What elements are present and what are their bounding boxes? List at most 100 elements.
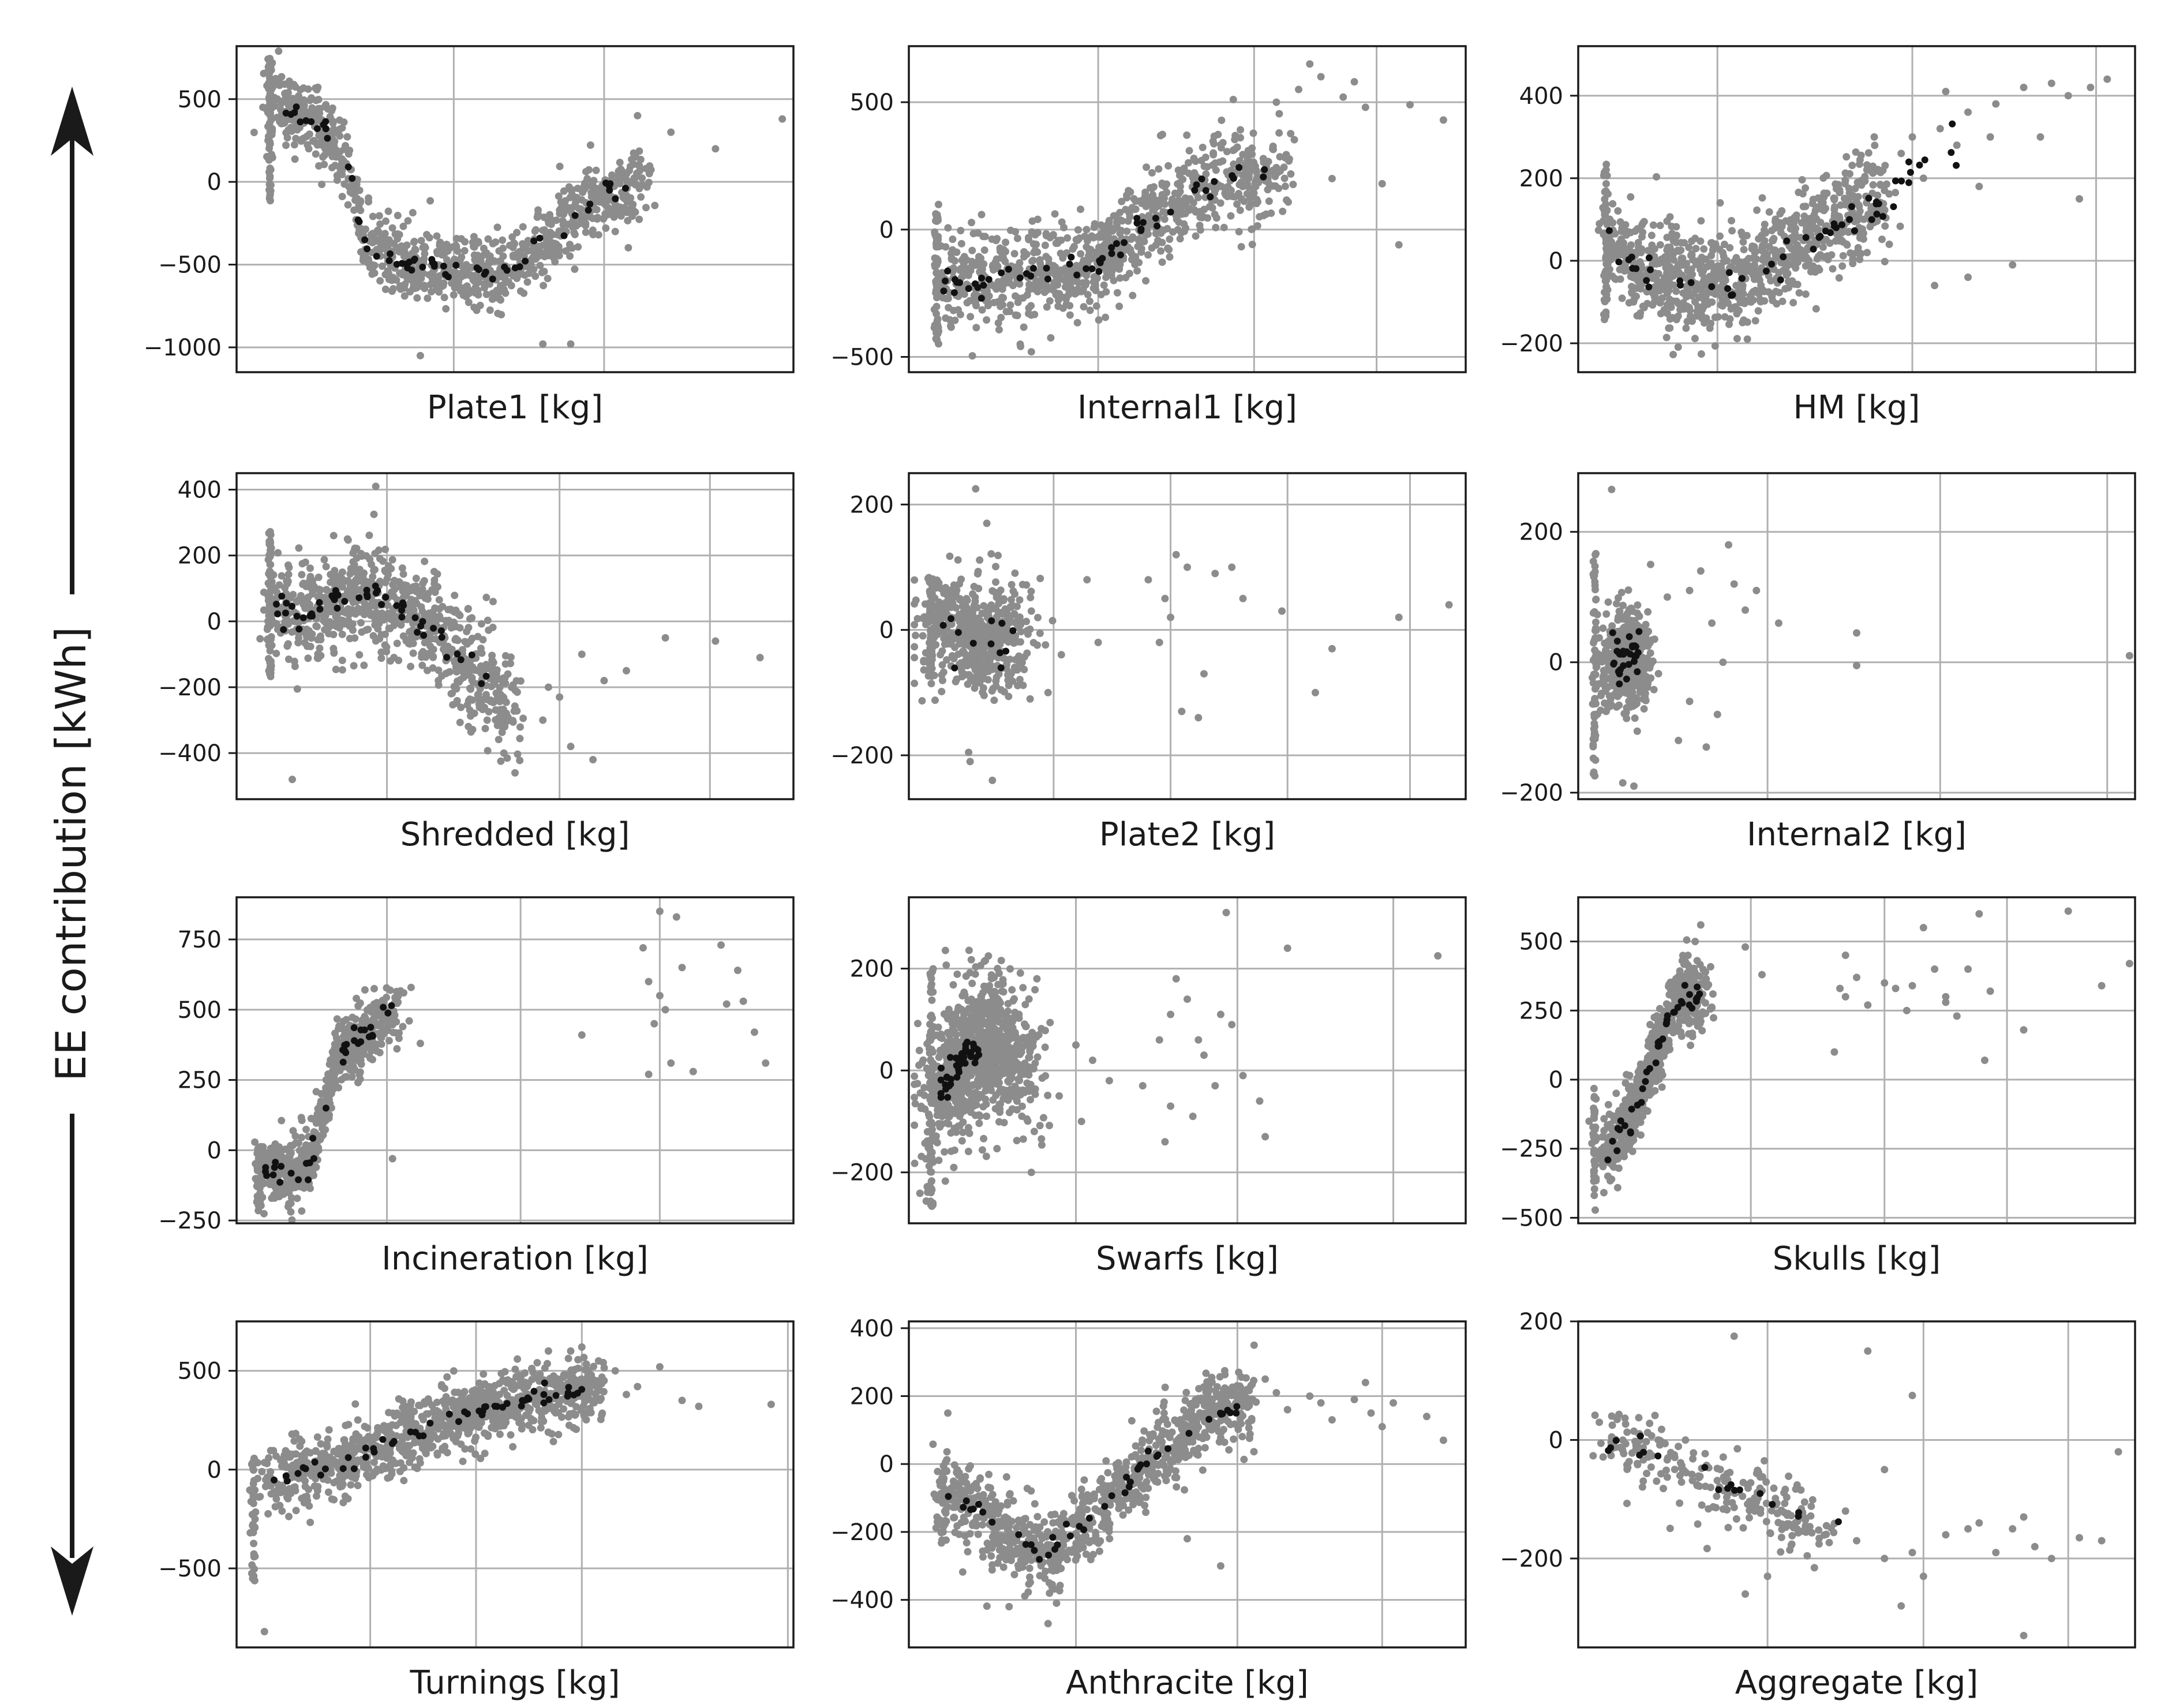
sample-point: [1728, 227, 1736, 235]
sample-point: [1083, 226, 1091, 234]
sample-point: [1167, 199, 1175, 207]
sample-point: [1788, 260, 1796, 268]
sample-point: [1830, 194, 1838, 202]
mean-point: [411, 256, 418, 263]
sample-point: [1739, 238, 1747, 246]
sample-point: [1199, 143, 1207, 151]
sample-point: [1691, 335, 1699, 343]
sample-point: [529, 246, 537, 254]
sample-point: [1828, 251, 1836, 259]
mean-point: [997, 664, 1005, 672]
sample-point: [626, 167, 634, 175]
sample-point: [1125, 269, 1133, 278]
sample-point: [1060, 223, 1068, 231]
sample-point: [1211, 159, 1219, 167]
mean-point: [1009, 627, 1017, 634]
sample-point: [474, 278, 482, 286]
sample-point: [1811, 207, 1819, 215]
outlier-point: [778, 115, 787, 123]
sample-point: [456, 666, 464, 675]
sample-point: [1716, 265, 1724, 273]
sample-point: [946, 552, 954, 560]
sample-point: [407, 605, 415, 613]
mean-point: [322, 118, 329, 125]
sample-point: [415, 273, 424, 281]
sample-point: [1644, 246, 1652, 254]
sample-point: [1000, 595, 1008, 603]
sample-point: [409, 209, 417, 217]
sample-point: [508, 233, 516, 241]
sample-point: [1067, 284, 1075, 292]
sample-point: [350, 190, 358, 198]
outlier-point: [1328, 175, 1336, 183]
sample-point: [1235, 156, 1244, 164]
sample-point: [1803, 224, 1811, 232]
sample-point: [1700, 245, 1708, 253]
outlier-point: [289, 776, 296, 784]
mean-point: [280, 626, 287, 634]
sample-point: [1655, 297, 1663, 305]
mean-point: [1953, 162, 1960, 169]
sample-point: [1063, 234, 1072, 242]
sample-point: [295, 544, 303, 552]
sample-point: [461, 271, 469, 279]
sample-point: [1778, 247, 1786, 255]
sample-point: [1653, 173, 1661, 181]
y-axis-arrow: EE contribution [kWh]: [47, 87, 95, 1616]
sample-point: [412, 574, 420, 582]
sample-point: [489, 597, 497, 605]
sample-point: [1183, 131, 1191, 139]
sample-point: [976, 556, 984, 564]
sample-point: [1158, 258, 1166, 266]
sample-point: [1239, 151, 1248, 159]
sample-point: [1250, 158, 1258, 166]
sample-point: [1745, 254, 1753, 263]
sample-point: [1065, 275, 1073, 283]
sample-point: [931, 696, 939, 705]
sample-point: [1142, 277, 1150, 285]
sample-point: [1754, 307, 1762, 315]
outlier-point: [2076, 195, 2083, 203]
sample-point: [577, 211, 585, 219]
sample-point: [1752, 255, 1761, 263]
outlier-point: [1953, 141, 1961, 149]
mean-point: [417, 623, 425, 630]
sample-point: [377, 240, 385, 248]
outlier-point: [1908, 133, 1916, 141]
sample-point: [338, 666, 346, 674]
sample-point: [1092, 302, 1100, 310]
sample-point: [484, 616, 492, 624]
outlier-point: [1395, 241, 1403, 249]
sample-point: [1248, 225, 1256, 233]
sample-point: [1144, 230, 1152, 238]
sample-point: [317, 636, 325, 644]
sample-point: [620, 204, 628, 212]
mean-point: [378, 601, 385, 608]
sample-point: [1812, 305, 1820, 313]
mean-point: [1838, 221, 1846, 229]
sample-point: [602, 224, 610, 232]
sample-point: [1231, 145, 1239, 153]
sample-point: [468, 676, 476, 684]
sample-point: [1158, 190, 1166, 198]
sample-point: [499, 705, 507, 713]
sample-point: [1004, 676, 1012, 684]
mean-point: [1235, 164, 1243, 171]
outlier-point: [2087, 84, 2095, 92]
sample-point: [1627, 193, 1635, 201]
sample-point: [580, 182, 588, 190]
sample-point: [370, 567, 378, 575]
data-points: [250, 47, 787, 359]
sample-point: [519, 244, 527, 252]
sample-point: [465, 298, 473, 306]
sample-point: [1094, 274, 1102, 282]
sample-point: [938, 687, 946, 695]
sample-point: [384, 241, 392, 249]
sample-point: [349, 626, 357, 634]
sample-point: [1250, 189, 1258, 197]
mean-point: [1096, 259, 1104, 267]
sample-point: [371, 549, 379, 557]
sample-point: [1275, 129, 1283, 137]
sample-point: [329, 125, 338, 133]
sample-point: [403, 274, 411, 282]
